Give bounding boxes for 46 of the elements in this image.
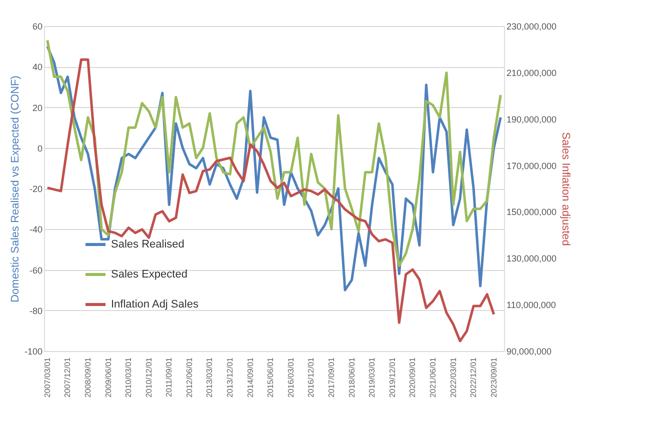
y2-tick-label: 110,000,000 xyxy=(506,300,556,310)
x-tick-label: 2020/09/01 xyxy=(408,356,418,398)
y-tick-label: 0 xyxy=(37,143,42,154)
x-tick-label: 2007/03/01 xyxy=(42,356,52,398)
y-tick-label: -40 xyxy=(29,224,42,235)
x-tick-label: 2022/03/01 xyxy=(448,356,458,398)
x-tick-label: 2021/06/01 xyxy=(428,356,438,398)
y-tick-label: -20 xyxy=(29,184,42,194)
y2-tick-label: 130,000,000 xyxy=(506,254,557,264)
x-tick-label: 2013/12/01 xyxy=(226,356,235,398)
y-tick-label: 60 xyxy=(32,22,42,32)
legend-label: Sales Realised xyxy=(111,238,184,250)
x-tick-label: 2009/06/01 xyxy=(104,356,113,398)
y2-tick-label: 90,000,000 xyxy=(506,346,552,356)
legend-label: Sales Expected xyxy=(111,268,188,280)
x-tick-label: 2010/03/01 xyxy=(124,356,134,398)
y-tick-label: -60 xyxy=(29,265,42,276)
x-tick-label: 2011/09/01 xyxy=(164,356,174,397)
x-tick-label: 2022/12/01 xyxy=(469,356,478,398)
y2-tick-label: 230,000,000 xyxy=(506,22,557,32)
x-tick-label: 2015/06/01 xyxy=(266,356,276,398)
x-tick-label: 2019/12/01 xyxy=(388,356,397,398)
y-tick-label: -100 xyxy=(24,346,42,356)
x-tick-label: 2023/09/01 xyxy=(489,356,498,398)
x-tick-label: 2016/12/01 xyxy=(306,356,316,398)
x-tick-label: 2014/09/01 xyxy=(246,356,255,398)
x-tick-label: 2017/09/01 xyxy=(327,356,336,398)
y-tick-label: -80 xyxy=(29,306,42,316)
x-tick-label: 2018/06/01 xyxy=(347,356,356,398)
x-tick-label: 2013/03/01 xyxy=(205,356,214,398)
y2-tick-label: 150,000,000 xyxy=(506,207,557,218)
x-tick-label: 2010/12/01 xyxy=(144,356,154,398)
line-series xyxy=(46,58,496,342)
legend-label: Inflation Adj Sales xyxy=(111,298,199,310)
x-tick-label: 2019/03/01 xyxy=(368,356,377,398)
y2-tick-label: 170,000,000 xyxy=(506,160,557,171)
x-tick-label: 2008/09/01 xyxy=(83,356,92,398)
x-tick-label: 2012/06/01 xyxy=(184,356,194,398)
y-tick-label: 20 xyxy=(32,102,42,113)
x-tick-label: 2007/12/01 xyxy=(63,356,72,398)
y-tick-label: 40 xyxy=(32,62,42,72)
y-axis-title: Domestic Sales Realised vs Expected (CONF) xyxy=(9,76,22,302)
y2-tick-label: 190,000,000 xyxy=(506,114,557,124)
y2-axis-title: Sales Inflation adjusted xyxy=(560,132,572,246)
x-tick-label: 2016/03/01 xyxy=(286,356,296,398)
y2-tick-label: 210,000,000 xyxy=(506,68,557,78)
